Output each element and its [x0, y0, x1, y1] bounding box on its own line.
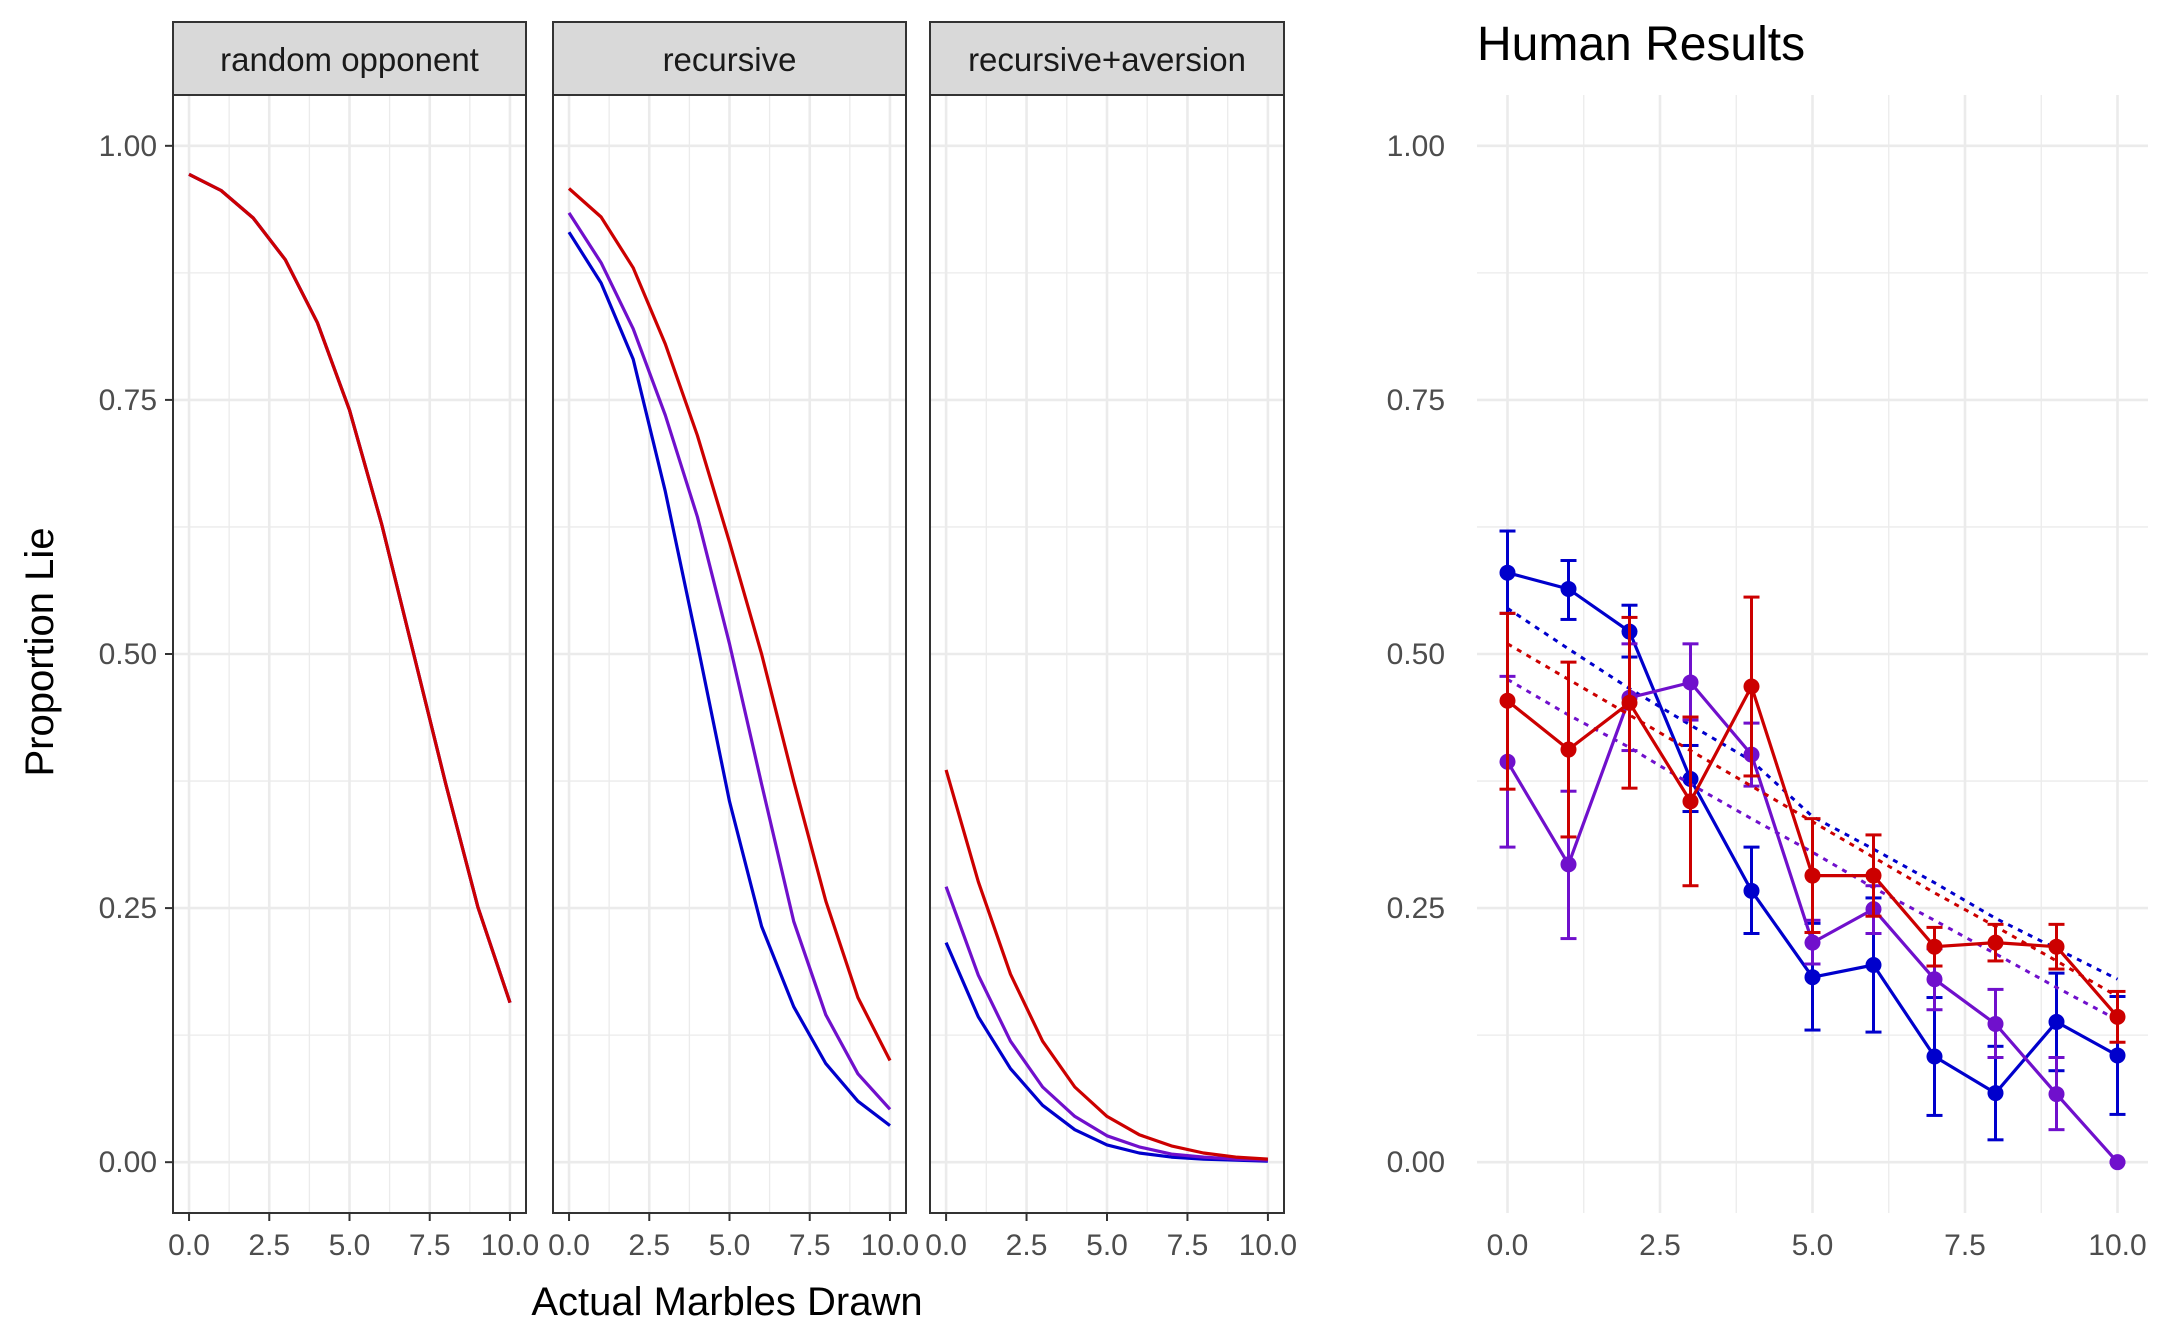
data-point-blue [1865, 957, 1882, 974]
x-tick-label: 0.0 [168, 1229, 210, 1262]
y-axis-title: Proportion Lie [18, 527, 62, 776]
gridlines [173, 95, 526, 1213]
y-tick-label: 0.75 [99, 384, 157, 417]
panel-random-opponent: 0.0 2.5 5.0 7.5 10.0 0.00 0.25 0.50 0.75 1.00 [99, 94, 539, 1262]
strip-background-recursive-aversion [929, 21, 1285, 96]
x-tick-label: 2.5 [1639, 1229, 1681, 1262]
x-axis-title: Actual Marbles Drawn [531, 1280, 922, 1324]
data-point-red [1987, 934, 2004, 951]
data-point-red [1804, 867, 1821, 884]
data-point-red [1865, 867, 1882, 884]
series-line-purple [567, 212, 892, 1111]
data-point-red [1499, 692, 1516, 709]
gridlines [553, 95, 906, 1213]
facet-strips: random opponent recursive recursive+aver… [172, 21, 1285, 96]
strip-label-recursive: recursive [663, 41, 797, 78]
data-point-purple [2048, 1086, 2065, 1103]
x-tick-label: 0.0 [548, 1229, 590, 1262]
data-point-blue [2048, 1013, 2065, 1030]
panel-recursive: 0.0 2.5 5.0 7.5 10.0 [548, 94, 919, 1262]
panel-recursive-aversion: 0.0 2.5 5.0 7.5 10.0 [925, 94, 1297, 1262]
x-tick-label: 5.0 [1086, 1229, 1128, 1262]
data-point-blue [1743, 882, 1760, 899]
x-tick-label: 5.0 [1792, 1229, 1834, 1262]
x-tick-label: 10.0 [481, 1229, 539, 1262]
x-tick-label: 7.5 [1944, 1229, 1986, 1262]
human-results-title: Human Results [1477, 18, 1805, 71]
data-point-blue [1804, 969, 1821, 986]
panel-human-results: 0.0 2.5 5.0 7.5 10.0 0.00 0.25 0.50 0.75 1.00 [1387, 95, 2148, 1262]
x-tick-label: 2.5 [628, 1229, 670, 1262]
data-point-blue [1926, 1048, 1943, 1065]
data-point-purple [2109, 1154, 2126, 1171]
data-point-purple [1926, 971, 1943, 988]
x-tick-label: 2.5 [1006, 1229, 1048, 1262]
series-line-red [567, 187, 892, 1062]
data-point-purple [1560, 856, 1577, 873]
trend-line-purple [1506, 678, 2119, 1022]
y-tick-label: 0.25 [1387, 892, 1445, 925]
data-point-red [1926, 938, 1943, 955]
series-line-blue [944, 941, 1268, 1163]
x-tick-label: 7.5 [789, 1229, 831, 1262]
data-point-blue [1560, 580, 1577, 597]
x-tick-label: 2.5 [248, 1229, 290, 1262]
data-point-red [2048, 938, 2065, 955]
gridlines [1477, 95, 2148, 1213]
gridlines [930, 95, 1284, 1213]
x-tick-label: 5.0 [329, 1229, 371, 1262]
data-point-red [2109, 1008, 2126, 1025]
strip-label-random-opponent: random opponent [220, 41, 479, 78]
x-tick-label: 7.5 [1167, 1229, 1209, 1262]
x-tick-label: 10.0 [2088, 1229, 2146, 1262]
series-line-purple [944, 886, 1268, 1162]
data-point-red [1682, 793, 1699, 810]
data-point-blue [1499, 564, 1516, 581]
data-point-red [1621, 694, 1638, 711]
x-tick-label: 0.0 [1487, 1229, 1529, 1262]
panels: 0.0 2.5 5.0 7.5 10.0 0.00 0.25 0.50 0.75 1.00 0.0 2… [99, 94, 2148, 1262]
y-tick-label: 0.00 [99, 1146, 157, 1179]
y-tick-label: 1.00 [99, 130, 157, 163]
y-tick-label: 0.25 [99, 892, 157, 925]
series-line-blue [567, 231, 891, 1127]
x-tick-label: 10.0 [1239, 1229, 1297, 1262]
data-point-red [1743, 678, 1760, 695]
data-point-blue [2109, 1047, 2126, 1064]
data-point-purple [1804, 934, 1821, 951]
strip-background-recursive [552, 21, 907, 96]
trend-line-blue [1506, 607, 2119, 981]
y-tick-label: 0.50 [99, 638, 157, 671]
x-tick-label: 10.0 [861, 1229, 919, 1262]
x-tick-label: 5.0 [709, 1229, 751, 1262]
x-tick-label: 7.5 [409, 1229, 451, 1262]
y-tick-label: 0.50 [1387, 638, 1445, 671]
y-tick-label: 0.75 [1387, 384, 1445, 417]
data-point-red [1560, 741, 1577, 758]
y-tick-label: 0.00 [1387, 1146, 1445, 1179]
series-line-red [944, 769, 1268, 1161]
data-point-purple [1987, 1015, 2004, 1032]
x-tick-label: 0.0 [925, 1229, 967, 1262]
strip-label-recursive-aversion: recursive+aversion [968, 41, 1246, 78]
strip-background-random [172, 21, 527, 96]
series-line-red [188, 172, 512, 1004]
data-point-blue [1987, 1085, 2004, 1102]
y-tick-label: 1.00 [1387, 130, 1445, 163]
data-point-purple [1682, 674, 1699, 691]
